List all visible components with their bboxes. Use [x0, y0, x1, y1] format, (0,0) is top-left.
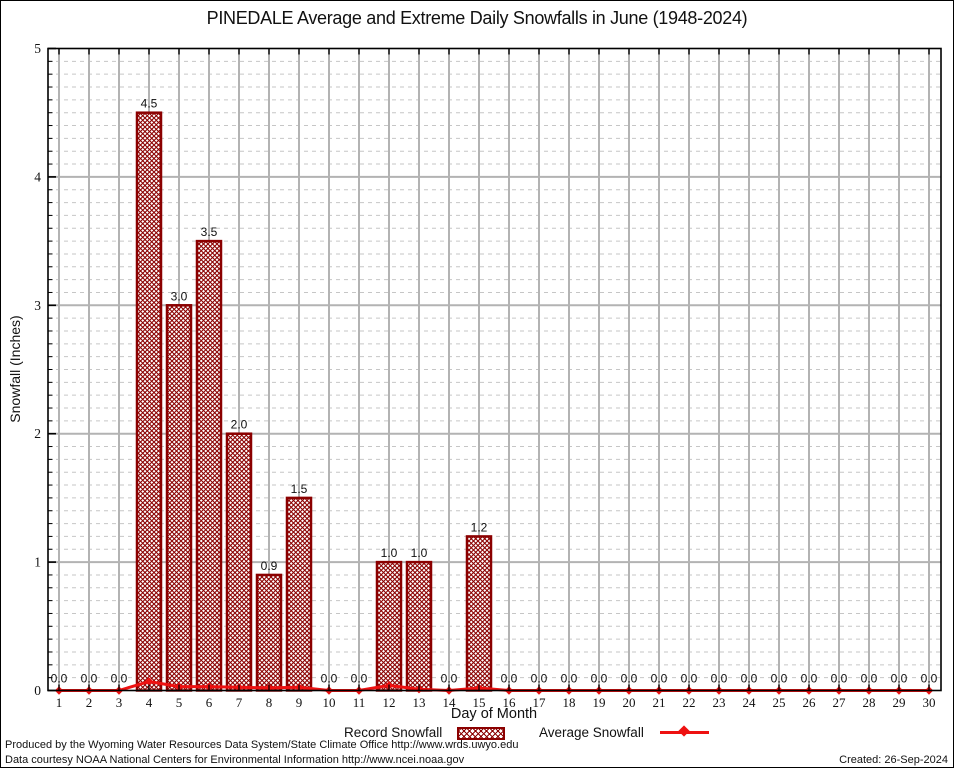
record-bar-day-15	[465, 535, 493, 692]
x-tick-label: 17	[533, 695, 547, 710]
y-tick-label: 0	[34, 683, 41, 698]
average-marker-day-4	[144, 677, 154, 686]
x-tick-label: 8	[266, 695, 273, 710]
footer-produced-by: Produced by the Wyoming Water Resources …	[5, 739, 519, 751]
bar-value-label: 0.0	[321, 672, 338, 686]
x-tick-label: 16	[503, 695, 517, 710]
bar-value-label: 0.0	[711, 672, 728, 686]
axis-ticks	[48, 47, 930, 692]
x-tick-label: 13	[413, 695, 426, 710]
bar-value-label: 0.0	[591, 672, 608, 686]
y-tick-label: 3	[34, 298, 41, 313]
bar-value-label: 0.0	[651, 672, 668, 686]
record-bar-day-5	[165, 304, 193, 692]
bar-value-label: 0.0	[801, 672, 818, 686]
x-tick-label: 11	[353, 695, 366, 710]
bar-value-label: 0.0	[741, 672, 758, 686]
bar-value-label: 2.0	[231, 418, 248, 432]
x-tick-label: 22	[683, 695, 696, 710]
x-tick-label: 6	[206, 695, 213, 710]
x-tick-label: 12	[383, 695, 396, 710]
bar-value-label: 0.0	[561, 672, 578, 686]
record-bar-day-8	[255, 573, 283, 692]
bar-value-label: 1.5	[291, 482, 308, 496]
bar-value-label: 0.0	[831, 672, 848, 686]
bar-value-label: 0.0	[111, 672, 128, 686]
x-tick-labels: 1 2 3 4 5 6 7 8 9 10 11 12 13 14 15 16 17 18 19 20 21 22 23 24 2…	[56, 695, 936, 710]
bar-value-label: 0.0	[921, 672, 938, 686]
x-tick-label: 2	[86, 695, 93, 710]
bar-value-label: 0.9	[261, 559, 278, 573]
bar-value-labels: 0.0 0.0 0.0 4.5 3.0 3.5 2.0 0.9 1.5 0.0 0.0 1.0 1.0 0…	[51, 97, 938, 686]
bar-value-label: 4.5	[141, 97, 158, 111]
x-tick-label: 28	[863, 695, 876, 710]
bar-value-label: 0.0	[681, 672, 698, 686]
bar-value-label: 1.0	[411, 546, 428, 560]
bar-value-label: 0.0	[81, 672, 98, 686]
x-tick-label: 26	[803, 695, 817, 710]
bar-value-label: 1.2	[471, 520, 488, 534]
bar-value-label: 0.0	[771, 672, 788, 686]
x-tick-label: 7	[236, 695, 243, 710]
x-tick-label: 9	[296, 695, 303, 710]
bar-value-label: 1.0	[381, 546, 398, 560]
x-tick-label: 10	[323, 695, 336, 710]
x-tick-label: 27	[833, 695, 847, 710]
x-tick-label: 25	[773, 695, 786, 710]
x-tick-label: 14	[443, 695, 457, 710]
record-bar-day-6	[195, 239, 223, 692]
x-tick-label: 21	[653, 695, 666, 710]
bar-value-label: 0.0	[441, 672, 458, 686]
record-bar-day-12	[375, 560, 403, 692]
bar-value-label: 0.0	[51, 672, 68, 686]
record-bars	[135, 111, 493, 692]
y-tick-label: 4	[34, 169, 41, 184]
x-tick-label: 20	[623, 695, 636, 710]
x-tick-label: 19	[593, 695, 606, 710]
bar-value-label: 3.5	[201, 225, 218, 239]
x-axis-title: Day of Month	[450, 706, 538, 722]
y-tick-label: 1	[34, 555, 41, 570]
record-bar-day-13	[405, 560, 433, 692]
y-tick-label: 5	[34, 41, 41, 56]
bar-value-label: 0.0	[531, 672, 548, 686]
x-tick-label: 4	[146, 695, 153, 710]
created-date: Created: 26-Sep-2024	[839, 754, 948, 766]
legend-record-label: Record Snowfall	[344, 725, 443, 740]
y-axis-title: Snowfall (Inches)	[7, 315, 23, 423]
bar-value-label: 0.0	[861, 672, 878, 686]
record-bar-day-4	[135, 111, 163, 692]
x-tick-label: 3	[116, 695, 123, 710]
legend-average-label: Average Snowfall	[539, 725, 644, 740]
record-snowfall-swatch-icon	[457, 727, 505, 740]
gridlines	[48, 48, 941, 691]
bar-value-label: 0.0	[621, 672, 638, 686]
footer-data-courtesy: Data courtesy NOAA National Centers for …	[5, 754, 465, 766]
x-tick-label: 15	[473, 695, 486, 710]
x-tick-label: 23	[713, 695, 726, 710]
x-tick-label: 24	[743, 695, 757, 710]
bar-value-label: 0.0	[891, 672, 908, 686]
y-tick-label: 2	[34, 426, 41, 441]
bar-value-label: 3.0	[171, 289, 188, 303]
x-tick-label: 5	[176, 695, 183, 710]
x-tick-label: 30	[923, 695, 936, 710]
record-bar-day-9	[285, 496, 313, 692]
page-title: PINEDALE Average and Extreme Daily Snowf…	[206, 8, 748, 28]
y-tick-labels: 0 1 2 3 4 5	[34, 41, 41, 698]
x-tick-label: 18	[563, 695, 576, 710]
x-tick-label: 29	[893, 695, 906, 710]
bar-value-label: 0.0	[501, 672, 518, 686]
x-tick-label: 1	[56, 695, 63, 710]
bar-value-label: 0.0	[351, 672, 368, 686]
record-bar-day-7	[225, 432, 253, 692]
